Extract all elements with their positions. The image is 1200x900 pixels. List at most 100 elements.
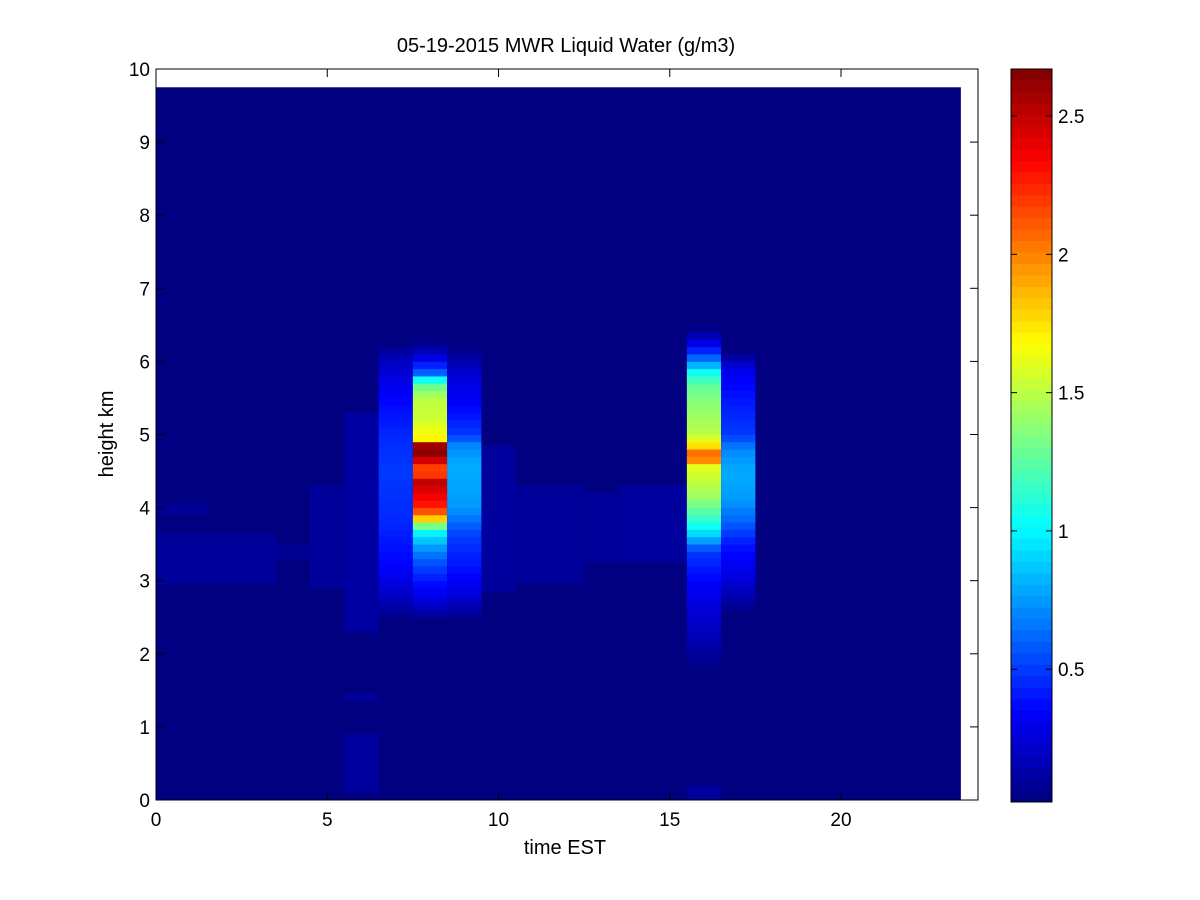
heatmap-cell	[378, 572, 413, 582]
heatmap-cell	[412, 434, 448, 443]
heatmap-cell	[275, 544, 311, 559]
heatmap-cell	[686, 499, 722, 508]
heatmap-cell	[412, 368, 448, 377]
heatmap-cell	[378, 390, 413, 399]
heatmap-cell	[686, 390, 722, 399]
colorbar-step	[1011, 492, 1052, 505]
heatmap-cell	[447, 543, 482, 552]
heatmap-cell	[378, 558, 413, 567]
heatmap-cell	[156, 533, 276, 585]
heatmap-cell	[412, 353, 448, 362]
heatmap-cell	[447, 580, 482, 589]
heatmap-cell	[412, 609, 448, 618]
x-axis-ticks: 0 5 10 15 20	[151, 69, 852, 831]
heatmap-cell	[686, 536, 722, 545]
colorbar-step	[1011, 721, 1052, 734]
y-tick-label: 0	[139, 791, 150, 812]
heatmap-cell	[447, 361, 482, 370]
heatmap-cell	[686, 602, 722, 611]
heatmap-cell	[344, 734, 379, 793]
heatmap-cell	[412, 404, 448, 413]
colorbar-step	[1011, 343, 1052, 356]
heatmap-cell	[447, 390, 482, 399]
heatmap-cell	[686, 426, 722, 435]
heatmap-cell	[721, 572, 756, 582]
heatmap-cell	[412, 580, 448, 589]
heatmap-cell	[412, 375, 448, 384]
heatmap-cell	[447, 587, 482, 596]
heatmap-cell	[447, 507, 482, 516]
colorbar-step	[1011, 584, 1052, 597]
heatmap-cell	[412, 426, 448, 435]
heatmap-cell	[447, 404, 482, 413]
heatmap-cell	[412, 521, 448, 530]
colorbar-step	[1011, 526, 1052, 539]
heatmap-cell	[447, 529, 482, 538]
heatmap-cell	[721, 529, 756, 538]
heatmap-cell	[686, 646, 722, 655]
heatmap-cells	[156, 87, 961, 800]
colorbar-step	[1011, 710, 1052, 723]
colorbar-step	[1011, 641, 1052, 654]
heatmap-cell	[686, 419, 722, 428]
x-axis-label: time EST	[524, 837, 606, 859]
heatmap-cell	[686, 353, 722, 362]
heatmap-cell	[686, 529, 722, 538]
heatmap-cell	[686, 507, 722, 516]
heatmap-cell	[686, 653, 722, 662]
colorbar-tick-label: 1.5	[1058, 384, 1084, 405]
heatmap-cell	[378, 492, 413, 501]
heatmap-cell	[686, 434, 722, 443]
heatmap-cell	[378, 565, 413, 574]
heatmap-cell	[378, 463, 413, 472]
heatmap-cell	[412, 492, 448, 501]
heatmap-cell	[378, 507, 413, 516]
colorbar-gradient	[1011, 68, 1052, 803]
heatmap-cell	[378, 375, 413, 384]
heatmap-cell	[378, 609, 413, 618]
colorbar-step	[1011, 366, 1052, 379]
heatmap-cell	[447, 412, 482, 421]
heatmap-cell	[412, 339, 448, 348]
colorbar-step	[1011, 194, 1052, 207]
colorbar-ticks: 0.5 1 1.5 2 2.5	[1011, 107, 1084, 681]
colorbar-step	[1011, 595, 1052, 608]
heatmap-cell	[721, 441, 756, 450]
heatmap-cell	[447, 492, 482, 501]
heatmap-cell	[412, 382, 448, 392]
heatmap-cell	[447, 470, 482, 479]
heatmap-cell	[412, 514, 448, 523]
colorbar-step	[1011, 744, 1052, 757]
colorbar-step	[1011, 687, 1052, 700]
colorbar-step	[1011, 561, 1052, 574]
heatmap-cell	[686, 368, 722, 377]
heatmap-cell	[686, 638, 722, 647]
colorbar-step	[1011, 698, 1052, 711]
colorbar-step	[1011, 515, 1052, 528]
heatmap-cell	[686, 492, 722, 501]
plot-area: 0 5 10 15 20 0 1 2 3 4 5 6 7 8 9 10	[129, 60, 979, 831]
heatmap-cell	[584, 492, 619, 563]
heatmap-cell	[412, 397, 448, 406]
heatmap-cell	[721, 382, 756, 392]
heatmap-cell	[721, 390, 756, 399]
heatmap-cell	[412, 551, 448, 560]
heatmap-cell	[721, 580, 756, 589]
heatmap-cell	[412, 361, 448, 370]
heatmap-cell	[378, 382, 413, 392]
heatmap-cell	[412, 346, 448, 355]
heatmap-cell	[156, 503, 208, 515]
x-tick-label: 15	[659, 810, 680, 831]
colorbar-step	[1011, 400, 1052, 413]
heatmap-cell	[378, 434, 413, 443]
heatmap-cell	[686, 660, 722, 669]
heatmap-cell	[447, 477, 482, 487]
heatmap-cell	[412, 470, 448, 479]
heatmap-cell	[447, 382, 482, 392]
colorbar-step	[1011, 286, 1052, 299]
heatmap-cell	[412, 390, 448, 399]
heatmap-cell	[686, 412, 722, 421]
heatmap-cell	[378, 587, 413, 596]
heatmap-cell	[447, 572, 482, 582]
heatmap-cell	[721, 463, 756, 472]
